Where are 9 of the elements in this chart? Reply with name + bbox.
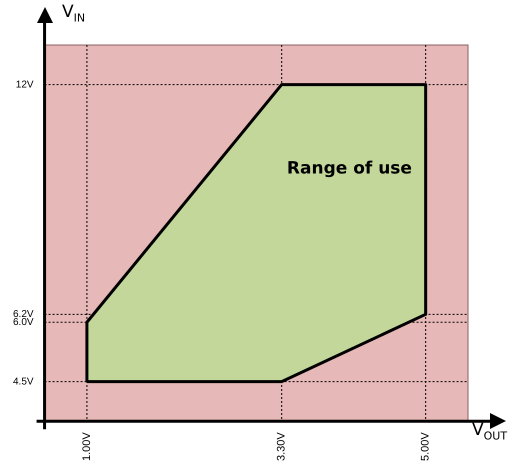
x-tick-label: 3.30V [276,432,288,462]
annotation: Range of use [286,158,412,179]
y-tick-label: 4.5V [12,376,34,388]
y-tick-label: 12V [16,79,34,90]
y-tick-label: 6.0V [12,316,34,328]
x-tick-label: 5.00V [420,432,432,462]
x-axis-title: V$_{OUT}$ [472,420,508,442]
y-axis-title: V$_{IN}$ [62,2,86,24]
x-tick-label: 1.00V [80,432,93,462]
